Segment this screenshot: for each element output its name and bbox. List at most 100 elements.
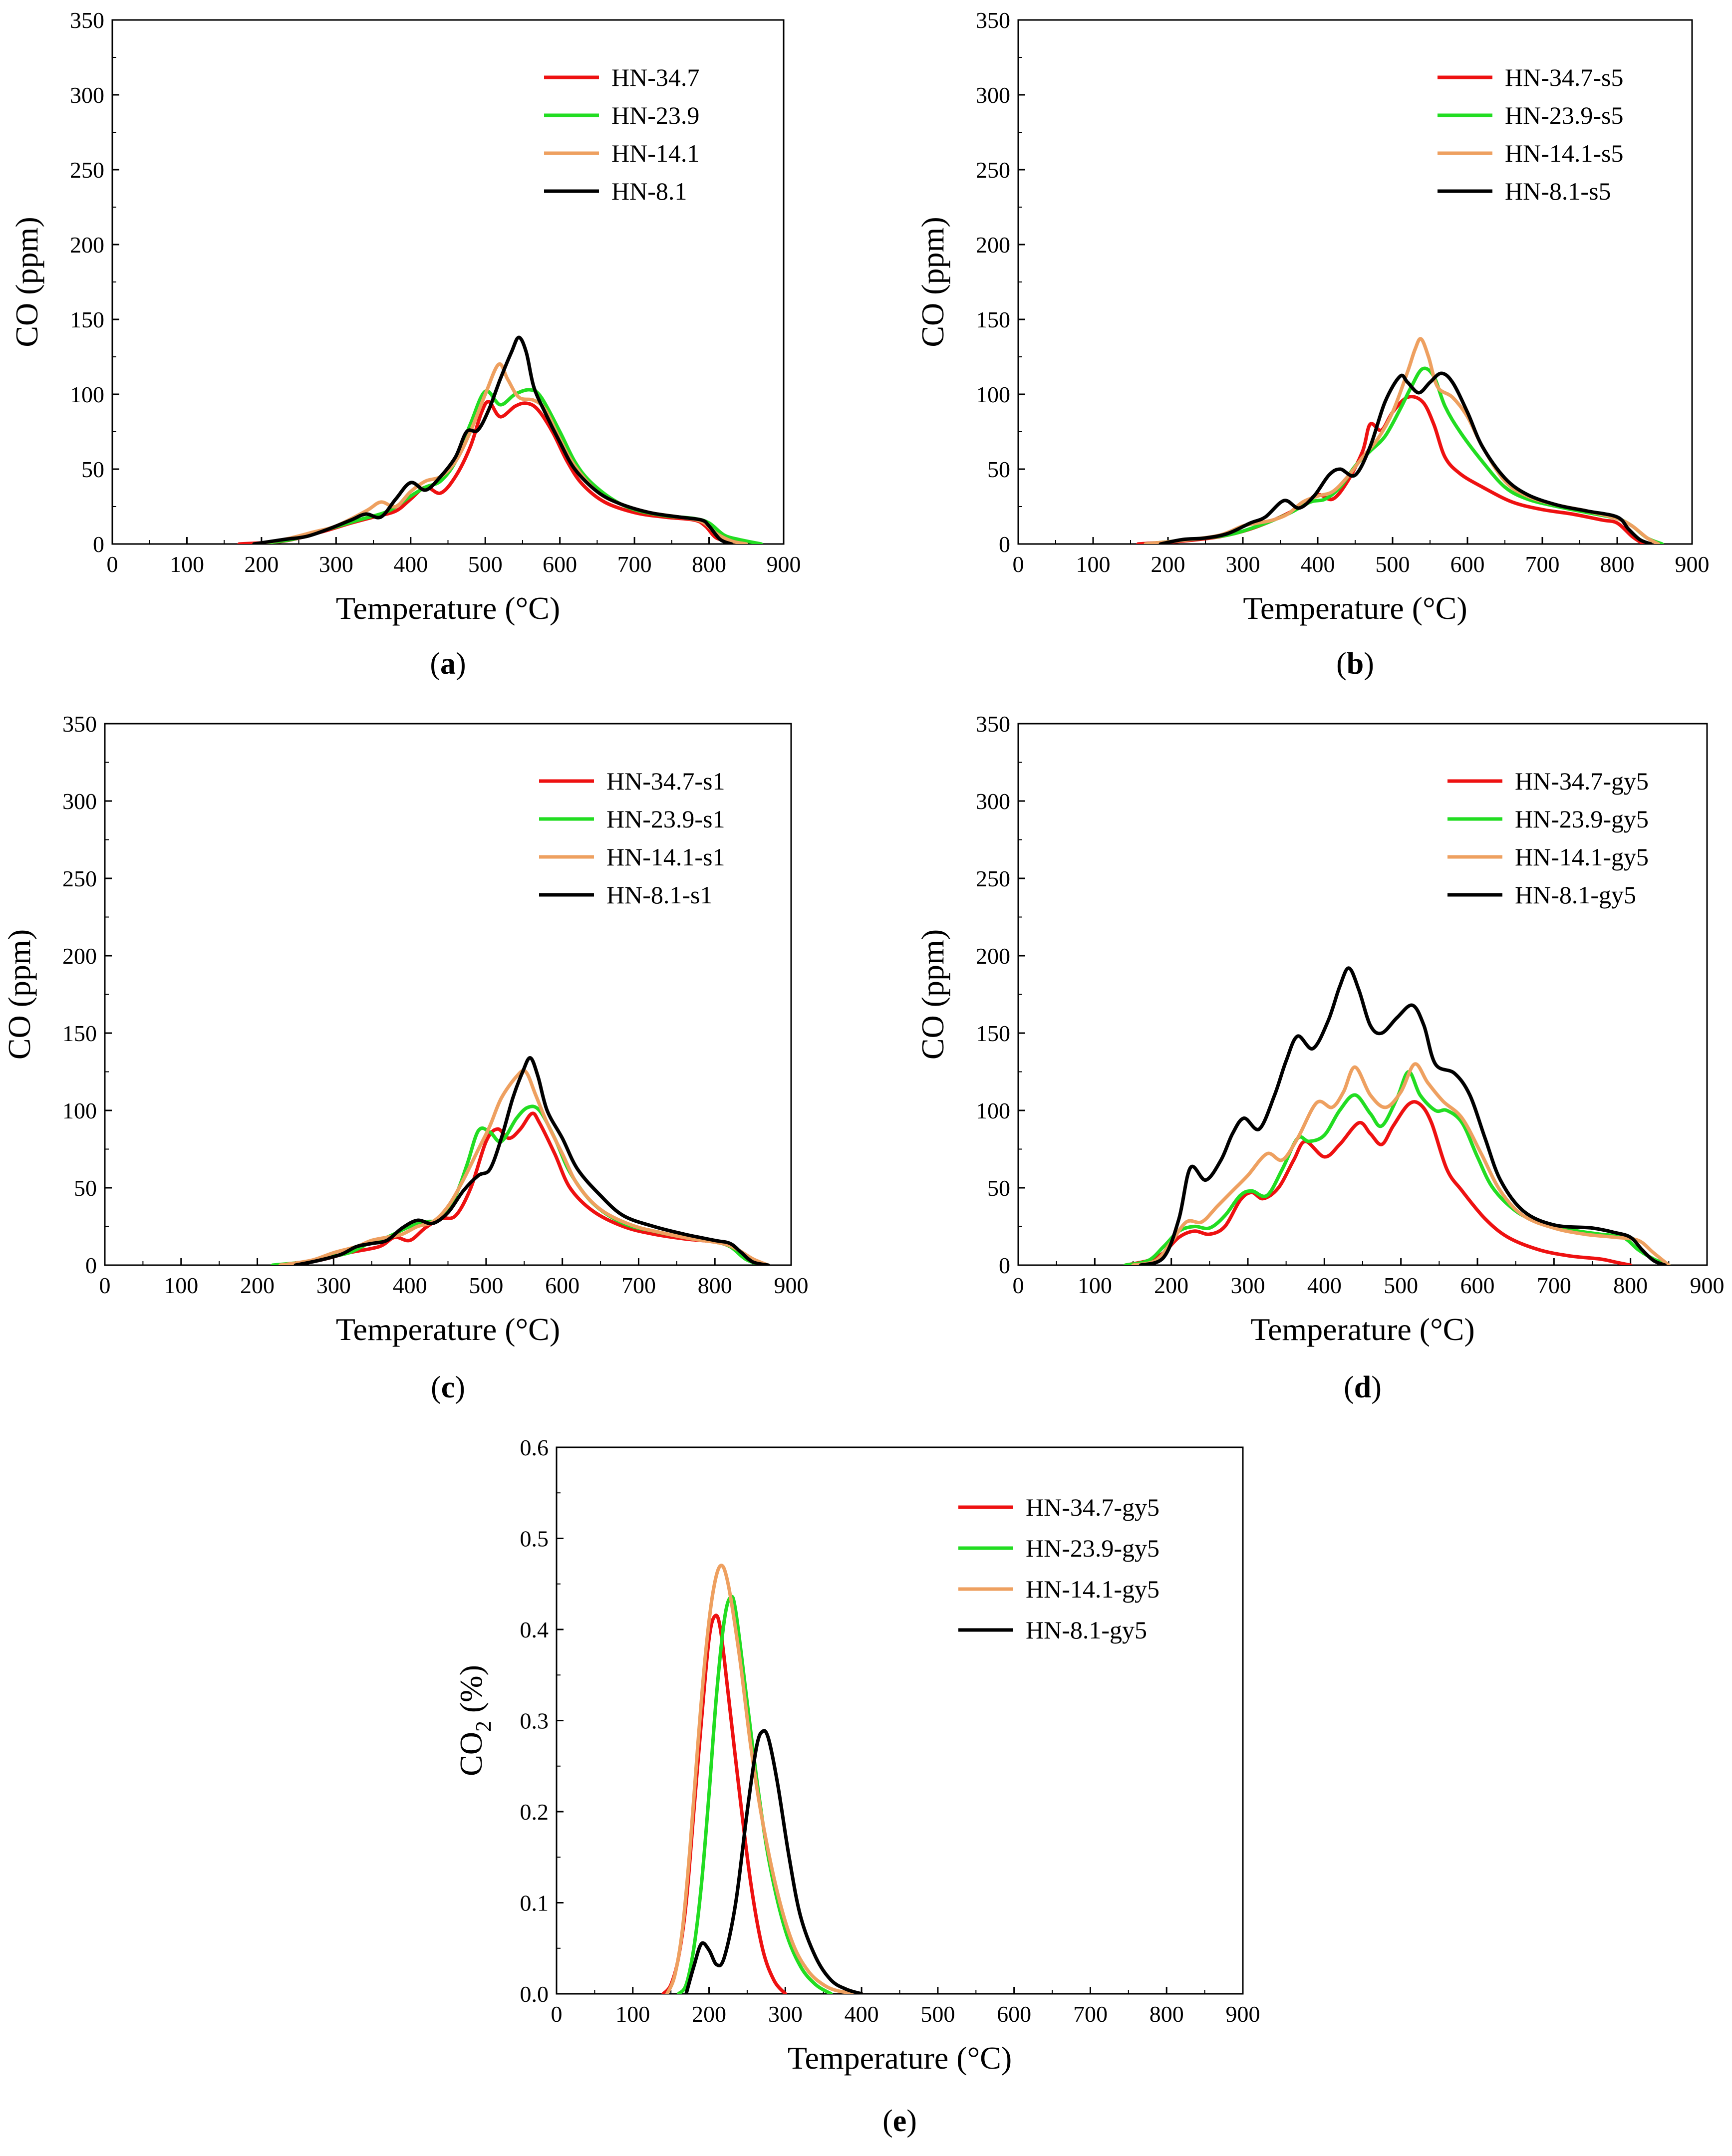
y-tick-label: 0.6 — [520, 1435, 549, 1460]
x-tick-label: 800 — [698, 1273, 732, 1298]
legend-label: HN-8.1-s5 — [1505, 177, 1611, 205]
x-tick-label: 600 — [543, 551, 577, 577]
y-tick-label: 150 — [62, 1021, 97, 1046]
series-line-HN-34.7 — [237, 400, 748, 544]
legend-label: HN-34.7 — [611, 63, 699, 91]
series-line-HN-8.1-gy5 — [684, 1729, 864, 1994]
y-tick-label: 0 — [999, 532, 1010, 557]
x-tick-label: 200 — [1154, 1273, 1188, 1298]
y-tick-label: 0.5 — [520, 1526, 549, 1552]
x-tick-label: 600 — [1450, 551, 1485, 577]
legend-label: HN-8.1-gy5 — [1515, 881, 1636, 909]
y-tick-label: 50 — [74, 1175, 97, 1201]
x-tick-label: 700 — [1537, 1273, 1571, 1298]
legend-label: HN-14.1-gy5 — [1515, 843, 1649, 871]
legend-label: HN-14.1-s5 — [1505, 139, 1623, 167]
series-line-HN-23.9-s1 — [271, 1104, 763, 1265]
y-tick-label: 250 — [976, 866, 1010, 891]
x-tick-label: 200 — [240, 1273, 275, 1298]
legend-label: HN-23.9-gy5 — [1515, 805, 1649, 833]
y-tick-label: 100 — [70, 382, 104, 407]
x-tick-label: 700 — [617, 551, 652, 577]
y-tick-label: 0.4 — [520, 1617, 549, 1642]
legend-label: HN-34.7-gy5 — [1515, 767, 1649, 795]
legend-label: HN-34.7-s5 — [1505, 63, 1623, 91]
y-tick-label: 150 — [976, 307, 1010, 332]
series-line-HN-8.1-gy5 — [1139, 966, 1667, 1265]
panel-label: (b) — [1336, 647, 1374, 681]
x-tick-label: 500 — [469, 1273, 503, 1298]
x-tick-label: 400 — [393, 1273, 427, 1298]
y-tick-label: 300 — [976, 82, 1010, 108]
y-tick-label: 0 — [85, 1253, 97, 1278]
x-tick-label: 500 — [468, 551, 503, 577]
legend-label: HN-23.9-gy5 — [1026, 1534, 1159, 1562]
y-tick-label: 0 — [93, 532, 104, 557]
x-tick-label: 300 — [319, 551, 353, 577]
x-tick-label: 800 — [1150, 2001, 1184, 2027]
series-line-HN-14.1-gy5 — [1131, 1062, 1671, 1265]
panel-label: (a) — [430, 647, 466, 681]
y-tick-label: 50 — [81, 457, 104, 482]
legend-label: HN-23.9 — [611, 101, 699, 129]
x-tick-label: 100 — [1078, 1273, 1112, 1298]
legend-label: HN-8.1-s1 — [606, 881, 712, 909]
chart-e: 0 100 200 300 400 500 600 700 800 900 0.0 0.1 0.2 0.3… — [453, 1435, 1260, 2138]
y-tick-label: 300 — [976, 789, 1010, 814]
x-tick-label: 200 — [244, 551, 279, 577]
legend-label: HN-8.1 — [611, 177, 687, 205]
y-tick-label: 250 — [62, 866, 97, 891]
y-tick-label: 0.0 — [520, 1981, 549, 2007]
y-tick-label: 50 — [987, 457, 1010, 482]
panel-label: (d) — [1344, 1370, 1382, 1404]
legend-label: HN-8.1-gy5 — [1026, 1616, 1147, 1644]
x-axis-title: Temperature (°C) — [1243, 590, 1467, 626]
x-tick-label: 800 — [1613, 1273, 1648, 1298]
series-line-HN-14.1-s5 — [1144, 337, 1660, 544]
y-tick-label: 300 — [62, 789, 97, 814]
y-tick-label: 50 — [987, 1175, 1010, 1201]
y-tick-label: 0.1 — [520, 1890, 549, 1916]
x-tick-label: 400 — [393, 551, 428, 577]
x-tick-label: 800 — [1600, 551, 1635, 577]
y-tick-label: 0 — [999, 1253, 1010, 1278]
x-tick-label: 500 — [1376, 551, 1410, 577]
y-tick-label: 0.2 — [520, 1799, 549, 1825]
x-axis-title: Temperature (°C) — [788, 2040, 1012, 2076]
x-tick-label: 300 — [1231, 1273, 1265, 1298]
legend-label: HN-34.7-s1 — [606, 767, 725, 795]
x-tick-label: 100 — [615, 2001, 650, 2027]
series-line-HN-14.1-s1 — [278, 1069, 770, 1265]
y-tick-label: 350 — [976, 711, 1010, 737]
panel-label: (e) — [882, 2104, 917, 2138]
x-tick-label: 0 — [99, 1273, 111, 1298]
series-line-HN-8.1-s1 — [293, 1056, 770, 1265]
y-tick-label: 100 — [976, 1098, 1010, 1123]
x-tick-label: 700 — [621, 1273, 656, 1298]
x-tick-label: 200 — [692, 2001, 726, 2027]
y-tick-label: 350 — [976, 7, 1010, 33]
series-line-HN-34.7-s1 — [286, 1111, 763, 1265]
legend-label: HN-34.7-gy5 — [1026, 1493, 1159, 1521]
y-tick-label: 200 — [976, 943, 1010, 969]
x-tick-label: 0 — [551, 2001, 563, 2027]
y-axis-title: CO (ppm) — [1, 929, 37, 1060]
chart-a: 0 100 200 300 400 500 600 700 800 900 0 50 100 150 200… — [9, 7, 801, 681]
x-tick-label: 400 — [1301, 551, 1335, 577]
chart-b: 0 100 200 300 400 500 600 700 800 900 0 50 100 150 200… — [915, 7, 1710, 681]
x-tick-label: 300 — [316, 1273, 351, 1298]
legend-label: HN-14.1-s1 — [606, 843, 725, 871]
x-tick-label: 600 — [997, 2001, 1031, 2027]
series-line-HN-23.9-gy5 — [676, 1595, 833, 1994]
chart-d: 0 100 200 300 400 500 600 700 800 900 0 50 100 150 200… — [915, 711, 1725, 1404]
x-tick-label: 100 — [164, 1273, 198, 1298]
x-tick-label: 700 — [1525, 551, 1560, 577]
series-line-HN-34.7-gy5 — [1124, 1100, 1633, 1265]
legend-label: HN-14.1-gy5 — [1026, 1575, 1159, 1603]
x-tick-label: 600 — [1460, 1273, 1495, 1298]
x-tick-label: 0 — [107, 551, 118, 577]
x-tick-label: 400 — [1307, 1273, 1342, 1298]
x-tick-label: 0 — [1013, 551, 1024, 577]
y-tick-label: 250 — [70, 157, 104, 183]
